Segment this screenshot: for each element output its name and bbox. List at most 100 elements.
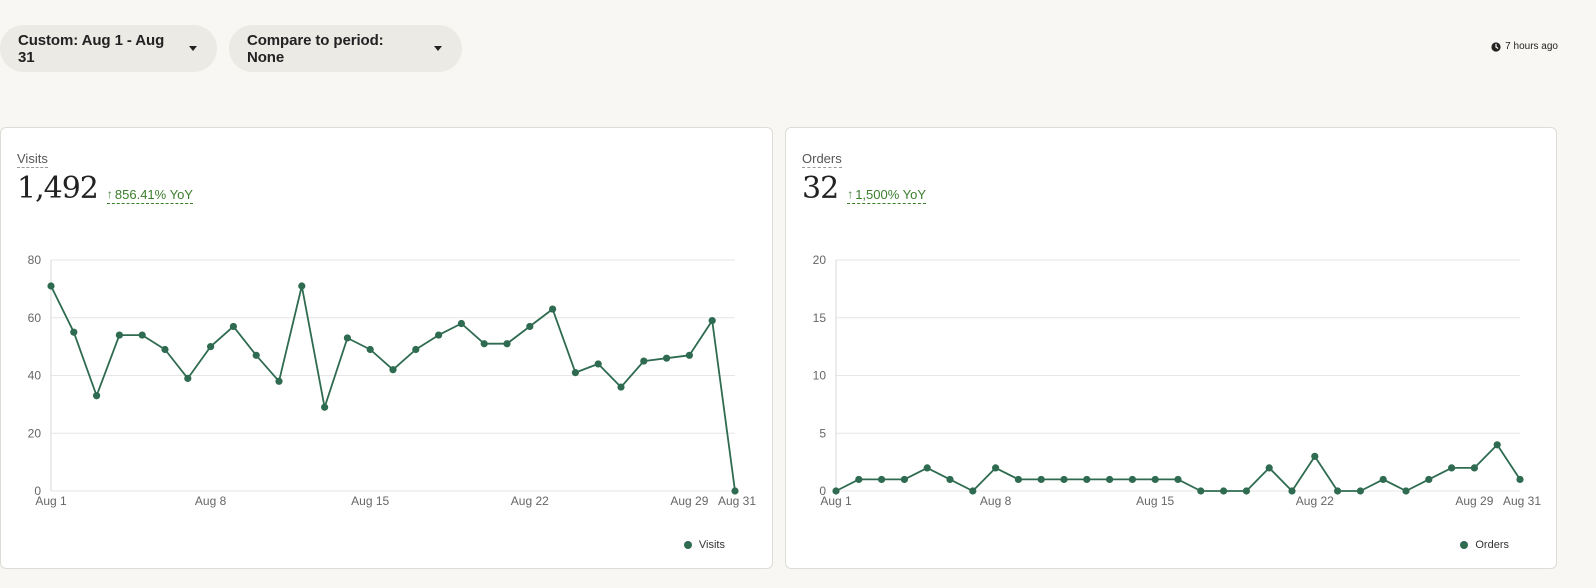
visits-change-text: 856.41% YoY [114, 186, 193, 202]
x-tick-label: Aug 29 [670, 494, 708, 508]
data-point [298, 282, 306, 290]
data-point [685, 351, 694, 359]
data-point [1448, 464, 1456, 472]
caret-down-icon [189, 46, 197, 51]
visits-label[interactable]: Visits [17, 151, 48, 168]
data-point [992, 464, 1000, 472]
last-updated: 7 hours ago [1491, 41, 1558, 52]
data-point [1356, 487, 1364, 495]
data-point [138, 331, 146, 339]
data-point [366, 345, 374, 354]
legend-dot-icon [683, 541, 692, 549]
y-tick-label: 0 [819, 484, 826, 498]
data-point [946, 475, 954, 484]
visits-legend[interactable]: Visits [683, 539, 725, 551]
data-point [1334, 487, 1342, 495]
clock-icon [1491, 41, 1501, 52]
y-tick-label: 10 [813, 369, 827, 383]
x-tick-label: Aug 22 [1296, 494, 1334, 508]
data-point [708, 317, 716, 325]
x-tick-label: Aug 31 [1503, 494, 1541, 508]
data-point [47, 282, 55, 290]
data-point [640, 357, 648, 365]
data-point [1060, 475, 1068, 484]
data-point [480, 340, 488, 348]
visits-value: 1,492 [17, 171, 99, 206]
data-point [1174, 475, 1182, 484]
data-point [594, 360, 602, 368]
orders-chart: 0 5 10 15 20 Aug 1 Aug 8 Aug 15 Aug 22 Aug 29 Aug … [813, 253, 1542, 508]
data-point [161, 345, 169, 354]
data-point [343, 334, 351, 342]
data-point [1311, 452, 1319, 460]
data-point [1265, 464, 1273, 472]
data-point [549, 305, 557, 313]
visits-change-badge[interactable]: ↑ 856.41% YoY [106, 186, 193, 204]
data-point [1470, 464, 1478, 472]
data-point [571, 369, 580, 377]
toolbar: Custom: Aug 1 - Aug 31 Compare to period… [0, 25, 1596, 72]
x-tick-label: Aug 1 [820, 494, 852, 508]
caret-down-icon [434, 46, 442, 51]
data-point [526, 322, 534, 331]
date-range-label: Custom: Aug 1 - Aug 31 [18, 31, 165, 66]
y-tick-label: 20 [813, 253, 827, 267]
data-point [1037, 475, 1045, 484]
x-tick-label: Aug 8 [980, 494, 1012, 508]
data-point [252, 351, 260, 359]
data-point [229, 322, 237, 331]
arrow-up-icon: ↑ [106, 187, 113, 201]
arrow-up-icon: ↑ [847, 187, 854, 201]
data-point [1014, 475, 1022, 484]
data-point [1083, 475, 1091, 484]
data-point [389, 366, 397, 374]
x-tick-label: Aug 29 [1455, 494, 1493, 508]
x-tick-label: Aug 15 [1136, 494, 1174, 508]
visits-legend-label: Visits [698, 539, 725, 551]
orders-value: 32 [802, 171, 839, 206]
date-range-dropdown[interactable]: Custom: Aug 1 - Aug 31 [0, 25, 217, 72]
compare-period-dropdown[interactable]: Compare to period: None [229, 25, 462, 72]
x-tick-label: Aug 8 [195, 494, 227, 508]
x-tick-label: Aug 1 [35, 494, 67, 508]
series-line [835, 443, 1521, 492]
data-point [855, 475, 863, 484]
orders-card: Orders 32 ↑ 1,500% YoY 0 5 10 15 20 Aug 1 Aug … [785, 127, 1557, 569]
orders-legend-label: Orders [1475, 539, 1509, 551]
data-point [900, 475, 908, 484]
data-point [878, 475, 886, 484]
data-point [321, 403, 329, 411]
legend-dot-icon [1460, 541, 1469, 549]
x-tick-label: Aug 22 [511, 494, 549, 508]
data-point [1425, 475, 1433, 484]
data-point [1379, 475, 1387, 484]
y-tick-label: 60 [28, 311, 42, 325]
data-point [923, 464, 931, 472]
orders-legend[interactable]: Orders [1460, 539, 1509, 551]
data-point [207, 343, 215, 351]
y-tick-label: 20 [28, 426, 42, 440]
data-point [1402, 487, 1410, 495]
data-point [503, 340, 511, 348]
orders-metric-row: 32 ↑ 1,500% YoY [802, 171, 927, 206]
x-tick-label: Aug 15 [351, 494, 389, 508]
data-point [115, 331, 123, 339]
data-point [617, 383, 625, 391]
data-point [435, 331, 443, 339]
data-point [70, 328, 78, 336]
visits-card: Visits 1,492 ↑ 856.41% YoY 0 20 40 60 80 Aug … [0, 127, 773, 569]
last-updated-text: 7 hours ago [1505, 41, 1558, 52]
data-point [969, 487, 977, 495]
data-point [1220, 487, 1228, 495]
visits-metric-row: 1,492 ↑ 856.41% YoY [17, 171, 193, 206]
orders-change-badge[interactable]: ↑ 1,500% YoY [847, 187, 927, 204]
orders-label[interactable]: Orders [802, 151, 842, 168]
data-point [1151, 475, 1159, 484]
compare-period-label: Compare to period: None [247, 31, 384, 66]
data-point [832, 487, 840, 495]
data-point [457, 319, 465, 328]
data-point [184, 374, 192, 382]
data-point [93, 392, 101, 400]
data-point [1242, 487, 1250, 495]
y-tick-label: 40 [28, 369, 42, 383]
